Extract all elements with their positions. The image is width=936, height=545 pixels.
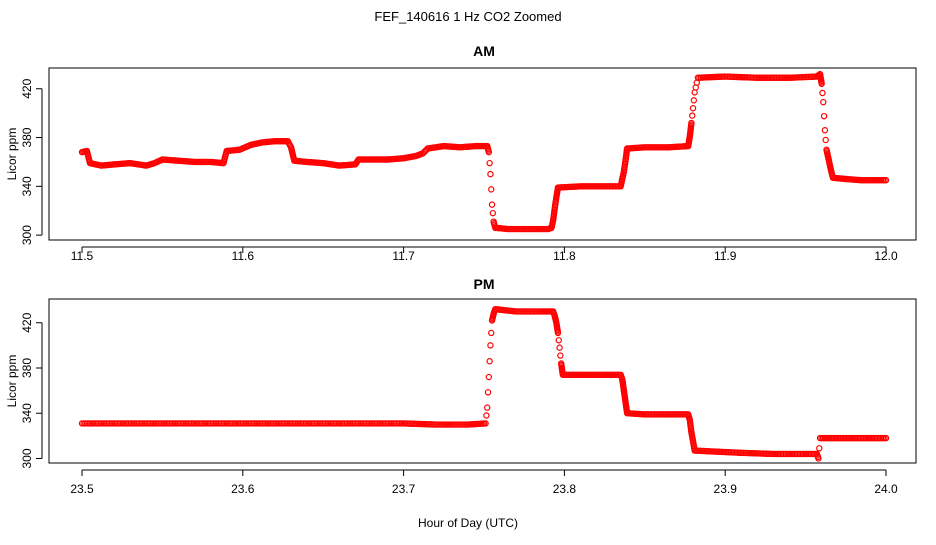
pm-data-point <box>557 352 564 359</box>
pm-data-point <box>555 337 562 344</box>
am-panel-title: AM <box>473 43 495 59</box>
am-series <box>78 70 890 233</box>
am-plot-frame <box>48 67 917 241</box>
am-data-point <box>689 105 697 112</box>
am-x-tick-label: 11.9 <box>714 249 737 263</box>
am-data-point <box>485 148 493 156</box>
am-data-point <box>882 177 890 184</box>
am-data-point <box>820 112 828 120</box>
pm-data-point <box>483 412 490 419</box>
pm-y-axis-label: Licor ppm <box>5 355 19 408</box>
pm-plot-frame <box>48 298 917 464</box>
am-x-tick-label: 12.0 <box>874 249 898 263</box>
am-x-tick-label: 11.7 <box>392 249 415 263</box>
am-panel: AM Licor ppm 11.5 11.6 11.7 11.8 11.9 12.0 300… <box>5 43 917 263</box>
pm-data-point <box>487 342 494 349</box>
am-data-point <box>488 201 496 208</box>
am-data-point <box>688 119 695 127</box>
pm-data-point <box>816 445 823 452</box>
pm-data-point <box>556 344 563 351</box>
x-axis-label: Hour of Day (UTC) <box>418 516 518 530</box>
pm-data-point <box>488 329 495 337</box>
pm-axes: 23.5 23.6 23.7 23.8 23.9 24.0 300 340 380 420 <box>20 312 898 496</box>
am-data-point <box>488 186 495 193</box>
am-y-tick-label: 380 <box>20 127 34 147</box>
pm-x-tick-label: 23.6 <box>231 482 255 496</box>
pm-data-point <box>815 455 822 462</box>
am-y-tick-label: 420 <box>20 78 34 98</box>
pm-data-point <box>484 404 491 411</box>
pm-data-point <box>882 434 890 442</box>
pm-data-point <box>482 420 489 427</box>
am-data-point <box>820 98 827 106</box>
pm-data-point <box>554 329 562 337</box>
pm-x-tick-label: 23.5 <box>70 482 94 496</box>
am-y-tick-label: 340 <box>20 176 34 196</box>
pm-x-tick-label: 23.7 <box>392 482 416 496</box>
am-y-axis-label: Licor ppm <box>5 128 19 181</box>
am-data-point <box>487 170 494 178</box>
pm-y-tick-label: 340 <box>20 403 34 423</box>
am-data-point <box>822 136 829 144</box>
am-data-point <box>489 209 497 217</box>
am-y-tick-label: 300 <box>20 225 34 245</box>
pm-data-point <box>484 389 492 396</box>
pm-panel: PM Licor ppm 23.5 23.6 23.7 23.8 23.9 24.0 300… <box>5 276 917 496</box>
pm-series <box>78 305 890 462</box>
pm-data-point <box>485 373 493 381</box>
am-data-point <box>689 112 696 119</box>
pm-y-tick-label: 380 <box>20 358 34 378</box>
pm-data-point <box>486 358 493 365</box>
pm-x-tick-label: 23.8 <box>553 482 577 496</box>
am-axes: 11.5 11.6 11.7 11.8 11.9 12.0 300 340 380 420 <box>20 78 898 263</box>
am-data-point <box>690 97 698 104</box>
pm-y-tick-label: 420 <box>20 312 34 332</box>
am-data-point <box>818 80 825 88</box>
am-data-point <box>486 159 493 167</box>
pm-panel-title: PM <box>474 276 495 292</box>
pm-x-tick-label: 24.0 <box>874 482 898 496</box>
am-x-tick-label: 11.8 <box>553 249 576 263</box>
am-data-point <box>819 89 826 97</box>
pm-y-tick-label: 300 <box>20 448 34 468</box>
am-x-tick-label: 11.6 <box>232 249 255 263</box>
pm-x-tick-label: 23.9 <box>714 482 738 496</box>
am-x-tick-label: 11.5 <box>71 249 94 263</box>
am-data-point <box>821 127 829 134</box>
figure-title: FEF_140616 1 Hz CO2 Zoomed <box>374 9 561 24</box>
